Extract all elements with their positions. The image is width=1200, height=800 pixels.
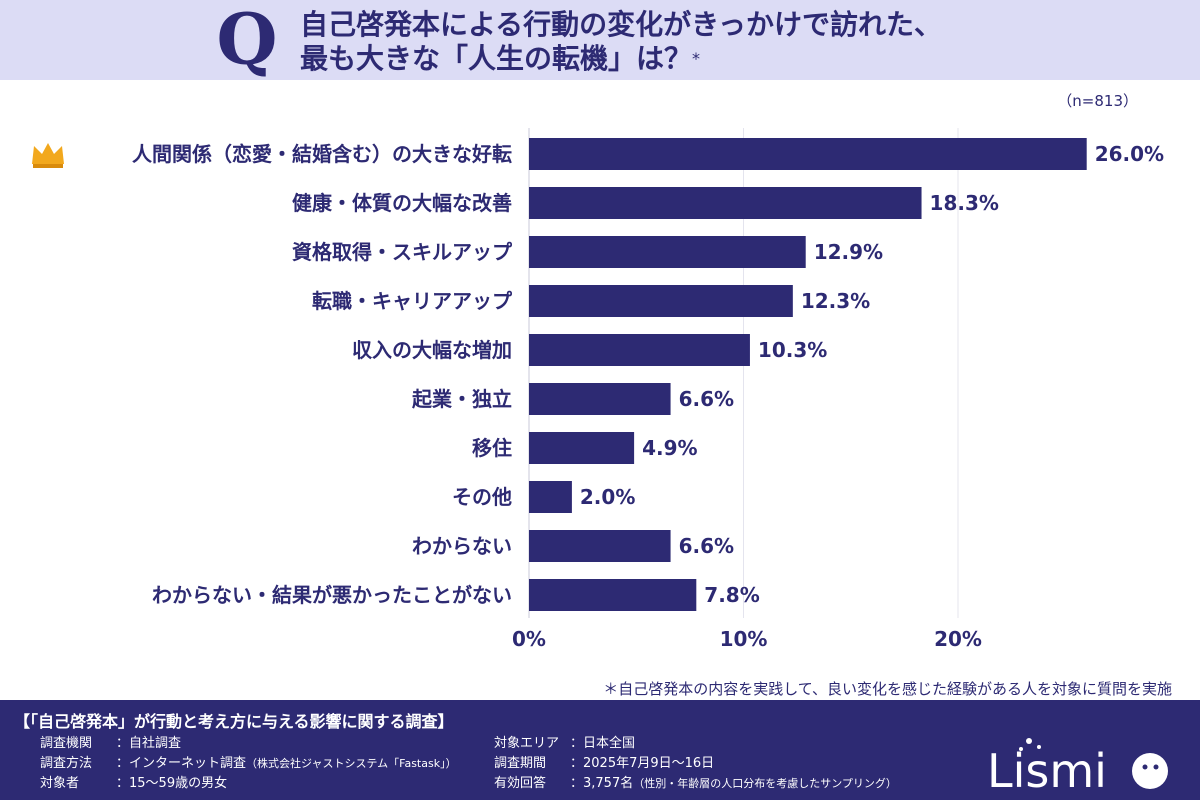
category-label: わからない xyxy=(412,534,512,558)
bar xyxy=(529,138,1087,170)
sample-size-label: （n=813） xyxy=(1057,92,1138,110)
bar xyxy=(529,236,806,268)
x-tick-label: 20% xyxy=(934,627,982,650)
value-label: 6.6% xyxy=(679,387,734,411)
bar-chart: 0% 10% 20% 人間関係（恋愛・結婚含む）の大きな好転 26.0% 健康・体質の大幅… xyxy=(32,128,1164,650)
logo-text: Lismi xyxy=(987,744,1107,795)
bar xyxy=(529,383,671,415)
survey-value: ：3,757名 xyxy=(570,776,634,791)
value-label: 2.0% xyxy=(580,485,635,509)
header-banner: Q 自己啓発本による行動の変化がきっかけで訪れた、 最も大きな「人生の転機」は？… xyxy=(0,0,1200,80)
category-label: 収入の大幅な増加 xyxy=(352,338,512,362)
survey-title: 【「自己啓発本」が行動と考え方に与える影響に関する調査】 xyxy=(14,712,454,731)
value-label: 12.3% xyxy=(801,289,870,313)
value-label: 12.9% xyxy=(814,240,883,264)
survey-key: 対象者 xyxy=(40,776,80,791)
question-title-line1: 自己啓発本による行動の変化がきっかけで訪れた、 xyxy=(300,8,943,41)
category-label: 移住 xyxy=(472,436,512,460)
survey-row-organization: 調査機関 ：自社調査 xyxy=(40,734,181,754)
question-title: 自己啓発本による行動の変化がきっかけで訪れた、 最も大きな「人生の転機」は？* xyxy=(300,8,942,76)
bar xyxy=(529,285,793,317)
q-mark-icon: Q xyxy=(217,2,278,78)
survey-row-period: 調査期間 ：2025年7月9日〜16日 xyxy=(494,754,714,774)
category-label: わからない・結果が悪かったことがない xyxy=(152,583,512,607)
bar xyxy=(529,481,572,513)
survey-row-area: 対象エリア ：日本全国 xyxy=(494,734,635,754)
survey-key: 調査方法 xyxy=(40,756,93,771)
x-tick-label: 10% xyxy=(720,627,768,650)
value-label: 18.3% xyxy=(930,191,999,215)
value-label: 6.6% xyxy=(679,534,734,558)
category-label: 転職・キャリアアップ xyxy=(312,289,513,313)
bar xyxy=(529,187,922,219)
survey-value: ：インターネット調査 xyxy=(116,756,247,771)
survey-value: ：自社調査 xyxy=(116,736,182,751)
q-letter: Q xyxy=(217,2,278,78)
question-title-line2: 最も大きな「人生の転機」は？ xyxy=(300,42,693,75)
footnote: ＊自己啓発本の内容を実践して、良い変化を感じた経験がある人を対象に質問を実施 xyxy=(603,680,1172,698)
bar xyxy=(529,432,635,464)
bar xyxy=(529,579,697,611)
survey-row-responses: 有効回答 ：3,757名（性別・年齢層の人口分布を考慮したサンプリング） xyxy=(494,774,897,794)
value-label: 4.9% xyxy=(642,436,697,460)
survey-subnote: （株式会社ジャストシステム「Fastask」） xyxy=(246,757,457,770)
survey-key: 対象エリア xyxy=(494,736,560,751)
bar xyxy=(529,334,750,366)
question-title-line2-wrap: 最も大きな「人生の転機」は？* xyxy=(300,42,942,76)
survey-key: 調査機関 xyxy=(40,736,93,751)
category-label: 人間関係（恋愛・結婚含む）の大きな好転 xyxy=(132,142,512,166)
category-label: 健康・体質の大幅な改善 xyxy=(292,191,512,215)
survey-key: 有効回答 xyxy=(494,776,547,791)
value-label: 26.0% xyxy=(1095,142,1164,166)
lismi-logo: Lismi xyxy=(987,738,1168,795)
question-asterisk: * xyxy=(692,49,701,68)
category-label: 資格取得・スキルアップ xyxy=(292,240,513,264)
survey-value: ：日本全国 xyxy=(570,736,636,751)
bar xyxy=(529,530,671,562)
survey-value: ：2025年7月9日〜16日 xyxy=(570,756,715,771)
survey-row-method: 調査方法 ：インターネット調査（株式会社ジャストシステム「Fastask」） xyxy=(40,754,457,774)
category-label: その他 xyxy=(452,485,512,509)
crown-icon xyxy=(32,143,64,168)
survey-key: 調査期間 xyxy=(494,756,547,771)
survey-value: ：15〜59歳の男女 xyxy=(116,776,228,791)
value-label: 7.8% xyxy=(704,583,759,607)
x-tick-label: 0% xyxy=(512,627,546,650)
value-label: 10.3% xyxy=(758,338,827,362)
logo-mascot-icon xyxy=(1132,753,1168,789)
category-label: 起業・独立 xyxy=(411,387,512,411)
survey-subnote: （性別・年齢層の人口分布を考慮したサンプリング） xyxy=(633,777,897,790)
survey-footer: 【「自己啓発本」が行動と考え方に与える影響に関する調査】 調査機関 ：自社調査 調… xyxy=(0,700,1200,800)
survey-row-target: 対象者 ：15〜59歳の男女 xyxy=(40,774,227,794)
